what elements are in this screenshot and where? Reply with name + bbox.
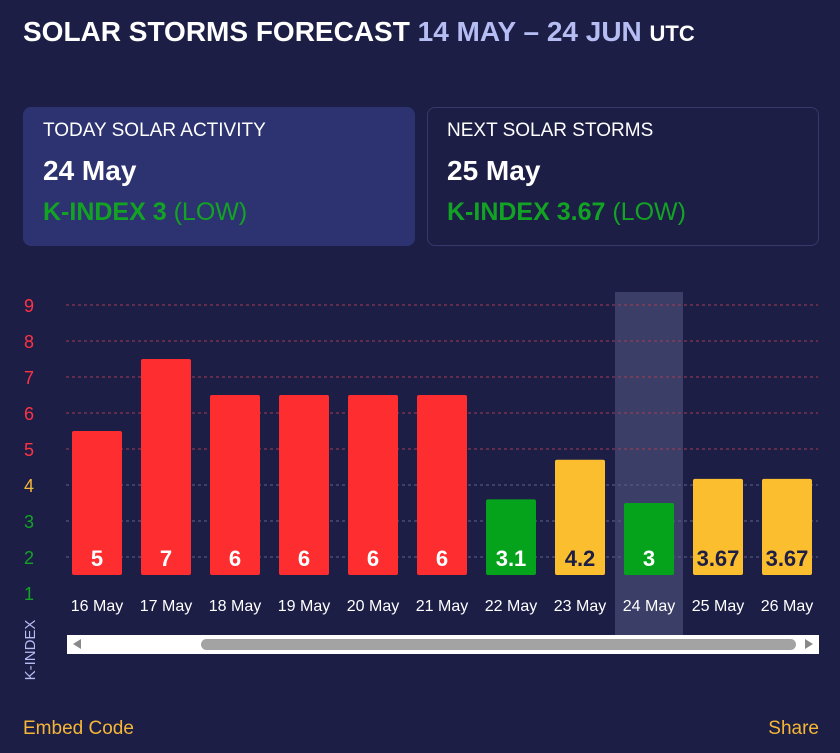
bar[interactable] <box>555 459 605 575</box>
bar-value-label: 5 <box>91 546 103 571</box>
page-title: SOLAR STORMS FORECAST 14 MAY – 24 JUN UT… <box>23 16 695 48</box>
scroll-right-icon[interactable] <box>805 639 813 649</box>
bar[interactable] <box>762 478 812 575</box>
bar[interactable] <box>693 478 743 575</box>
x-tick-label: 21 May <box>416 598 468 615</box>
bar[interactable] <box>348 395 398 575</box>
chart-scrollbar[interactable] <box>67 635 819 654</box>
x-tick-label: 24 May <box>623 598 675 615</box>
next-storms-card: NEXT SOLAR STORMS 25 May K-INDEX 3.67 (L… <box>427 107 819 246</box>
y-tick-label: 7 <box>24 368 34 388</box>
scroll-left-icon[interactable] <box>73 639 81 649</box>
bar-value-label: 6 <box>367 546 379 571</box>
scroll-thumb[interactable] <box>201 639 796 650</box>
x-tick-label: 22 May <box>485 598 537 615</box>
y-tick-label: 8 <box>24 332 34 352</box>
today-card-label: TODAY SOLAR ACTIVITY <box>43 120 266 141</box>
y-tick-label: 3 <box>24 512 34 532</box>
next-card-label: NEXT SOLAR STORMS <box>447 120 654 141</box>
bar-value-label: 6 <box>436 546 448 571</box>
x-tick-label: 26 May <box>761 598 813 615</box>
x-tick-label: 20 May <box>347 598 399 615</box>
highlight-column <box>615 292 683 635</box>
bar[interactable] <box>279 395 329 575</box>
y-tick-label: 2 <box>24 548 34 568</box>
next-card-date: 25 May <box>447 155 541 186</box>
title-text: SOLAR STORMS FORECAST <box>23 16 410 47</box>
bar-value-label: 3.67 <box>697 546 740 571</box>
date-range: 14 MAY – 24 JUN <box>417 16 642 47</box>
bar-value-label: 4.2 <box>565 546 596 571</box>
bar-value-label: 3.1 <box>496 546 527 571</box>
x-tick-label: 25 May <box>692 598 744 615</box>
y-tick-label: 1 <box>24 584 34 604</box>
bar-value-label: 6 <box>298 546 310 571</box>
bar-value-label: 7 <box>160 546 172 571</box>
bar[interactable] <box>624 503 674 575</box>
y-tick-label: 6 <box>24 404 34 424</box>
today-k-level: (LOW) <box>173 198 248 226</box>
today-card-date: 24 May <box>43 155 137 186</box>
today-activity-card: TODAY SOLAR ACTIVITY 24 May K-INDEX 3 (L… <box>23 107 415 246</box>
next-k-value: K-INDEX 3.67 <box>447 198 606 226</box>
y-tick-label: 4 <box>24 476 34 496</box>
today-k-value: K-INDEX 3 <box>43 198 167 226</box>
bar[interactable] <box>72 431 122 575</box>
today-k-index: K-INDEX 3 (LOW) <box>43 198 395 227</box>
k-index-chart: 1 2 3 4 5 6 7 8 9 5 7 6 6 6 6 3.1 4.2 3 3.67 3.67 16 May 17… <box>22 292 818 681</box>
bar[interactable] <box>486 499 536 575</box>
next-k-level: (LOW) <box>612 198 686 226</box>
bar-value-label: 3.67 <box>766 546 809 571</box>
x-tick-label: 23 May <box>554 598 606 615</box>
bar-value-label: 3 <box>643 546 655 571</box>
bar[interactable] <box>210 395 260 575</box>
embed-code-link[interactable]: Embed Code <box>23 718 134 739</box>
y-axis-label: K-INDEX <box>22 620 39 681</box>
x-tick-label: 19 May <box>278 598 330 615</box>
x-tick-label: 18 May <box>209 598 261 615</box>
timezone-label: UTC <box>649 21 695 46</box>
bar[interactable] <box>417 395 467 575</box>
y-tick-label: 9 <box>24 296 34 316</box>
x-tick-label: 16 May <box>71 598 123 615</box>
bar[interactable] <box>141 359 191 575</box>
y-tick-label: 5 <box>24 440 34 460</box>
share-link[interactable]: Share <box>768 718 819 739</box>
x-tick-label: 17 May <box>140 598 192 615</box>
bar-value-label: 6 <box>229 546 241 571</box>
next-k-index: K-INDEX 3.67 (LOW) <box>447 198 799 227</box>
